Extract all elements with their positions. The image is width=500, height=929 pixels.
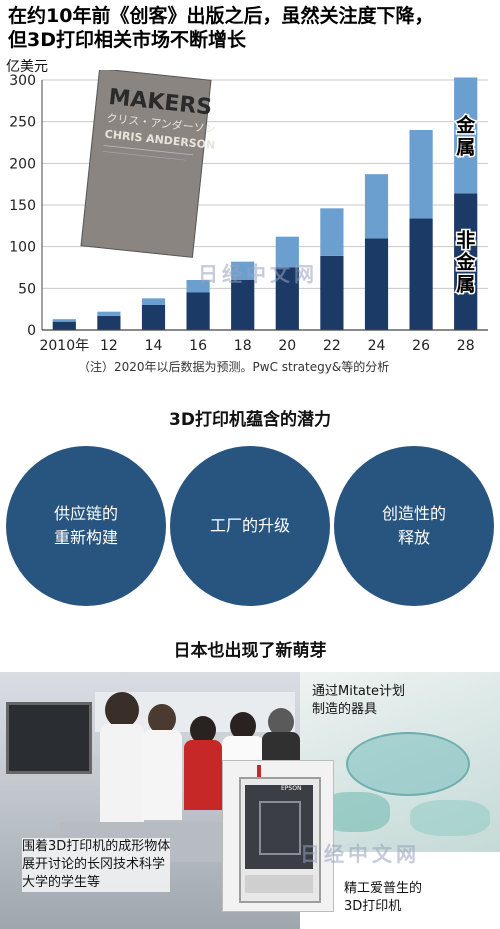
circle-2-line-1: 工厂的升级 [209,516,290,535]
caption-mitate-line-2: 制造的器具 [312,702,378,717]
bar-金属 [141,298,166,305]
y-tick-label: 200 [9,156,36,172]
caption-students: 围着3D打印机的成形物体 展开讨论的长冈技术科学 大学的学生等 [22,838,171,892]
y-tick-label: 50 [18,281,36,297]
caption-epson-line-1: 精工爱普生的 [344,881,423,896]
y-tick-label: 0 [27,323,36,339]
circle-supply-chain: 供应链的 重新构建 [6,446,166,606]
market-bar-chart: MAKERS クリス・アンダーソン CHRIS ANDERSON 0 50 100 1… [9,70,488,354]
bar-金属 [275,236,299,268]
bar-非金属 [231,280,255,330]
bar-金属 [320,208,344,256]
person-body [100,724,144,824]
printer-brand-label: EPSON [281,785,302,792]
bar-金属 [231,261,255,280]
x-tick-label: 24 [368,338,386,354]
x-tick-label: 22 [323,338,341,354]
section-title-potential: 3D打印机蕴含的潜力 [169,410,331,430]
y-tick-label: 250 [9,115,36,131]
caption-students-line-1: 围着3D打印机的成形物体 [22,839,171,854]
bar-非金属 [275,267,299,330]
series-label-非金属: 属 [456,274,475,296]
person-head [105,692,139,728]
y-tick-label: 100 [9,240,36,256]
chart-bars [52,77,478,330]
bar-非金属 [52,321,76,330]
bar-非金属 [97,315,121,330]
x-tick-label: 16 [189,338,207,354]
bar-非金属 [409,218,433,330]
printer-body: EPSON [239,777,321,903]
x-tick-label: 26 [412,338,430,354]
x-tick-label: 18 [234,338,252,354]
bar-非金属 [320,255,344,330]
x-tick-label: 12 [100,338,118,354]
x-tick-label: 28 [457,338,475,354]
bar-金属 [52,319,76,322]
x-tick-label: 14 [145,338,163,354]
caption-mitate-line-1: 通过Mitate计划 [312,684,405,699]
glass-bowl [346,732,470,796]
caption-students-line-2: 展开讨论的长冈技术科学 [22,857,166,872]
epson-printer-photo: EPSON [222,760,334,912]
y-tick-label: 300 [9,73,36,89]
circle-3-line-1: 创造性的 [381,504,446,523]
section-title-japan: 日本也出现了新萌芽 [173,641,327,661]
y-axis-unit-label: 亿美元 [6,59,48,75]
bar-金属 [364,174,389,239]
bar-非金属 [141,305,166,330]
bar-金属 [409,130,433,219]
circle-1-line-2: 重新构建 [53,528,118,547]
book-cover [80,70,212,258]
series-label-非金属: 非 [456,230,475,252]
headline-line-1: 在约10年前《创客》出版之后，虽然关注度下降， [8,5,434,27]
bar-金属 [186,280,210,293]
y-tick-label: 150 [9,198,36,214]
circle-factory-upgrade: 工厂的升级 [170,446,330,606]
headline-line-2: 但3D打印相关市场不断增长 [8,29,246,51]
bar-非金属 [454,193,478,330]
x-tick-label: 2010年 [39,338,89,354]
bar-金属 [454,77,478,194]
series-label-金属: 金 [455,113,476,136]
circle-3-line-2: 释放 [397,528,430,547]
chart-axes: 0 50 100 150 200 250 300 2010年 12 14 16 18 20 22 24 26 2… [9,73,488,354]
x-tick-label: 20 [278,338,296,354]
series-label-非金属: 金 [455,251,476,274]
circle-1-line-1: 供应链的 [53,504,118,523]
book-cover-image: MAKERS クリス・アンダーソン CHRIS ANDERSON [80,70,216,258]
bar-非金属 [364,238,389,330]
series-label-金属: 属 [456,136,475,158]
chart-note: （注）2020年以后数据为预测。PwC strategy&等的分析 [78,360,390,374]
monitor-screen [6,702,92,774]
caption-mitate: 通过Mitate计划 制造的器具 [312,683,405,719]
bar-金属 [97,311,121,316]
bar-非金属 [186,292,210,330]
caption-students-line-3: 大学的学生等 [22,875,101,890]
circle-creativity: 创造性的 释放 [334,446,494,606]
caption-epson-line-2: 3D打印机 [344,899,402,914]
caption-epson: 精工爱普生的 3D打印机 [344,880,422,916]
headline: 在约10年前《创客》出版之后，虽然关注度下降， 但3D打印相关市场不断增长 [8,4,494,52]
printer-window [245,785,313,869]
